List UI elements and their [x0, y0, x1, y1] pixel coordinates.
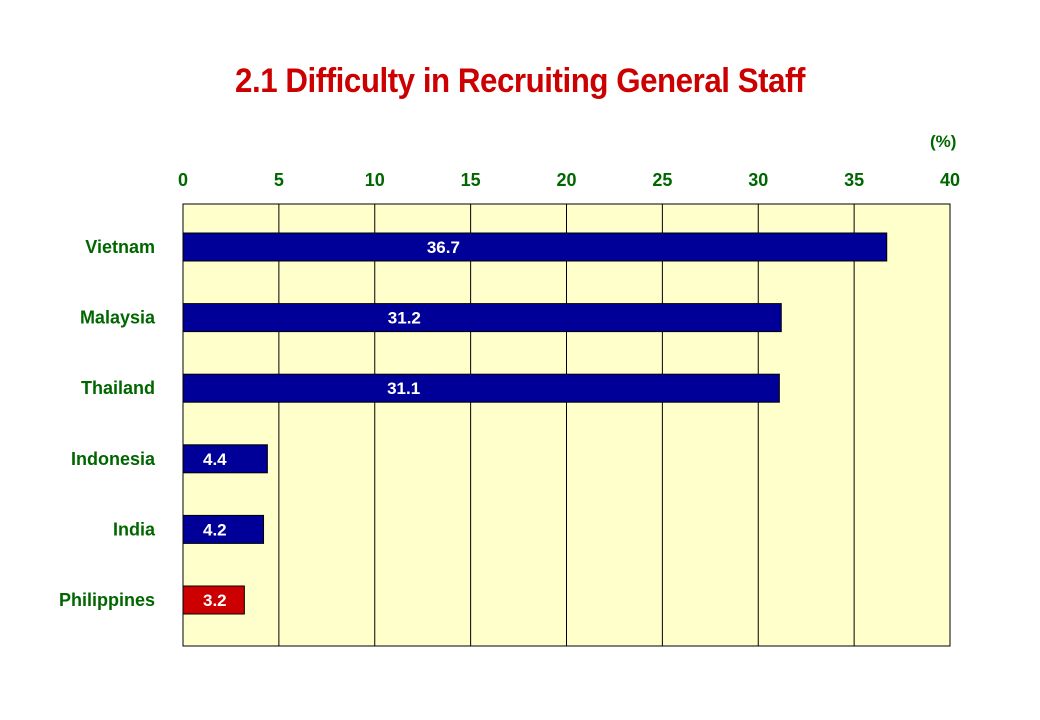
category-label: Indonesia — [71, 449, 156, 469]
x-tick-label: 10 — [365, 170, 385, 190]
category-labels: Vietnam Malaysia Thailand Indonesia India Phi… — [59, 237, 156, 610]
x-tick-label: 15 — [461, 170, 481, 190]
category-label: Philippines — [59, 590, 155, 610]
unit-label: (%) — [930, 132, 957, 151]
value-label: 31.2 — [388, 309, 421, 328]
bar — [182, 444, 268, 474]
value-label: 3.2 — [203, 591, 227, 610]
value-label: 4.4 — [203, 450, 227, 469]
value-label: 4.2 — [203, 520, 227, 539]
category-label: Malaysia — [80, 308, 156, 328]
x-tick-label: 25 — [652, 170, 672, 190]
bars — [182, 232, 888, 615]
x-tick-label: 0 — [178, 170, 188, 190]
x-tick-label: 40 — [940, 170, 960, 190]
bar — [182, 303, 782, 333]
bar — [182, 514, 265, 544]
x-tick-label: 30 — [748, 170, 768, 190]
category-label: Thailand — [81, 378, 155, 398]
value-label: 36.7 — [427, 238, 460, 257]
category-label: India — [113, 519, 156, 539]
x-tick-labels: 0 5 10 15 20 25 30 35 40 — [178, 170, 960, 190]
chart-title: 2.1 Difficulty in Recruiting General Sta… — [235, 62, 805, 100]
bar — [182, 585, 245, 615]
bar — [182, 373, 780, 403]
x-tick-label: 35 — [844, 170, 864, 190]
value-label: 31.1 — [387, 379, 420, 398]
bar — [182, 232, 888, 262]
gridlines — [278, 204, 855, 646]
x-tick-label: 20 — [556, 170, 576, 190]
category-label: Vietnam — [85, 237, 155, 257]
value-labels: 36.7 31.2 31.1 4.4 4.2 3.2 — [203, 238, 460, 610]
x-tick-label: 5 — [274, 170, 284, 190]
